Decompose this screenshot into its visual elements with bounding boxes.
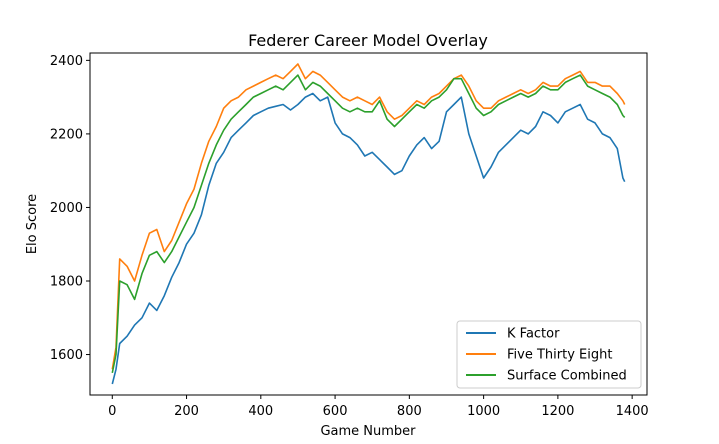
x-tick-label: 1400 <box>616 404 649 419</box>
y-axis: 1600 1800 2000 2200 2400 <box>50 54 90 363</box>
legend-box <box>456 320 642 389</box>
y-tick-label: 2200 <box>50 127 83 142</box>
legend-label-five-thirty-eight: Five Thirty Eight <box>507 348 612 363</box>
x-tick-label: 1000 <box>467 404 500 419</box>
x-tick-label: 800 <box>397 404 422 419</box>
plot-frame <box>89 52 648 396</box>
chart-title: Federer Career Model Overlay <box>248 31 488 50</box>
series-line-five-thirty-eight <box>111 63 626 370</box>
plot-area <box>89 52 648 396</box>
y-tick-label: 2400 <box>50 54 83 69</box>
y-tick-label: 1800 <box>50 275 83 290</box>
x-tick-label: 600 <box>323 404 348 419</box>
series-line-surface-combined <box>111 74 626 374</box>
x-tick-label: 1200 <box>541 404 574 419</box>
series-group <box>111 63 626 385</box>
y-tick-label: 1600 <box>50 348 83 363</box>
legend-label-k-factor: K Factor <box>507 327 560 342</box>
x-tick-label: 200 <box>174 404 199 419</box>
legend: K Factor Five Thirty Eight Surface Combine… <box>456 320 642 389</box>
x-tick-label: 400 <box>248 404 273 419</box>
y-tick-label: 2000 <box>50 201 83 216</box>
x-axis-label: Game Number <box>320 424 416 439</box>
y-axis-label: Elo Score <box>25 194 40 254</box>
x-tick-label: 0 <box>108 404 116 419</box>
legend-label-surface-combined: Surface Combined <box>507 369 627 384</box>
x-axis: 0 200 400 600 800 1000 1200 1400 <box>108 395 649 419</box>
series-line-k-factor <box>111 92 626 385</box>
